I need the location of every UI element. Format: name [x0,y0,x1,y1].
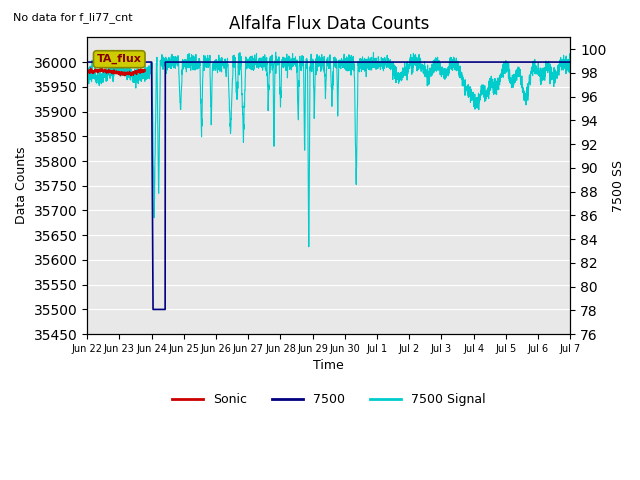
X-axis label: Time: Time [314,360,344,372]
Title: Alfalfa Flux Data Counts: Alfalfa Flux Data Counts [228,15,429,33]
Text: TA_flux: TA_flux [97,54,141,64]
Y-axis label: Data Counts: Data Counts [15,147,28,225]
Text: No data for f_li77_cnt: No data for f_li77_cnt [13,12,132,23]
Legend: Sonic, 7500, 7500 Signal: Sonic, 7500, 7500 Signal [166,388,491,411]
Y-axis label: 7500 SS: 7500 SS [612,160,625,212]
